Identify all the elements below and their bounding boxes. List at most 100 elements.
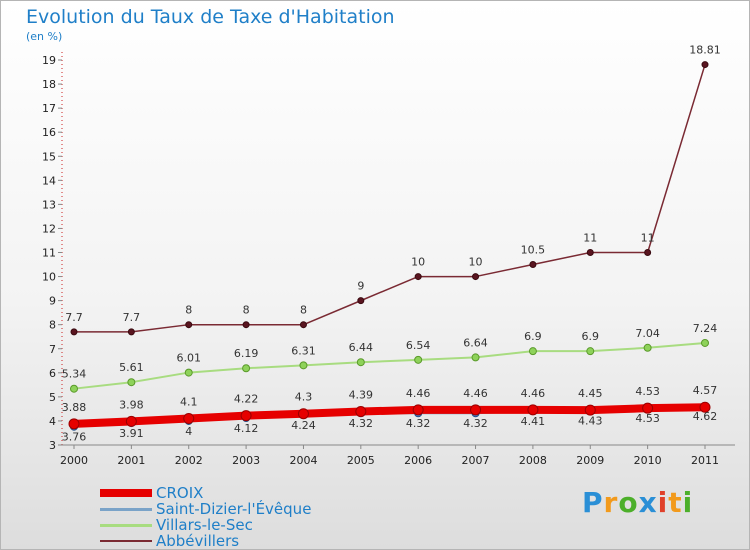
- logo-letter: t: [668, 486, 683, 519]
- data-point: [70, 328, 78, 336]
- y-tick-label: 15: [42, 150, 56, 163]
- data-point: [471, 353, 480, 362]
- series-line-2: [73, 341, 706, 390]
- data-point: [414, 355, 423, 364]
- data-label: 9: [357, 280, 364, 293]
- data-point: [185, 321, 193, 329]
- x-tick-label: 2002: [175, 454, 203, 467]
- legend-item: Villars-le-Sec: [100, 516, 311, 534]
- y-tick-label: 11: [42, 247, 56, 260]
- y-tick-label: 19: [42, 54, 56, 67]
- data-point: [127, 378, 136, 387]
- series-points: [68, 61, 711, 431]
- data-point: [642, 402, 654, 414]
- x-tick-label: 2006: [404, 454, 432, 467]
- data-label: 6.01: [176, 352, 201, 365]
- legend-label: Saint-Dizier-l'Évêque: [156, 500, 312, 518]
- y-tick-label: 10: [42, 271, 56, 284]
- legend-item: Abbévillers: [100, 532, 311, 550]
- logo-letter: o: [618, 486, 639, 519]
- data-point: [644, 249, 652, 256]
- y-tick-label: 9: [49, 295, 56, 308]
- series-line-3: [73, 63, 706, 333]
- x-tick-label: 2007: [462, 454, 490, 467]
- data-label: 4.53: [635, 385, 660, 398]
- x-tick-label: 2004: [289, 454, 317, 467]
- data-label: 8: [300, 304, 307, 317]
- data-point: [70, 384, 78, 393]
- y-tick-label: 14: [42, 174, 56, 187]
- y-tick-label: 17: [42, 102, 56, 115]
- legend-label: Villars-le-Sec: [156, 516, 253, 534]
- y-tick-label: 6: [49, 367, 56, 380]
- data-label: 4.62: [693, 410, 718, 423]
- x-tick-label: 2003: [232, 454, 260, 467]
- legend-swatch: [100, 489, 152, 497]
- data-point: [355, 406, 367, 418]
- legend-swatch: [100, 540, 152, 542]
- data-point: [299, 321, 307, 329]
- logo-letter: x: [638, 486, 658, 519]
- data-label: 8: [243, 304, 250, 317]
- data-point: [701, 61, 709, 69]
- data-point: [242, 321, 250, 329]
- data-label: 4.22: [234, 393, 259, 406]
- data-point: [242, 364, 251, 373]
- data-label: 7.24: [693, 322, 718, 335]
- y-tick-label: 13: [42, 198, 56, 211]
- y-tick-label: 8: [49, 319, 56, 332]
- data-label: 10: [411, 256, 425, 269]
- data-point: [412, 404, 424, 416]
- data-label: 4.32: [406, 417, 431, 430]
- data-point: [240, 410, 252, 422]
- data-point: [127, 328, 135, 336]
- x-tick-label: 2008: [519, 454, 547, 467]
- data-label: 7.7: [65, 311, 83, 324]
- chart-title: Evolution du Taux de Taxe d'Habitation: [26, 6, 395, 28]
- data-point: [414, 273, 422, 281]
- data-label: 4.45: [578, 387, 603, 400]
- y-tick-label: 16: [42, 126, 56, 139]
- data-point: [472, 273, 480, 281]
- data-label: 6.54: [406, 339, 431, 352]
- unit-label: (en %): [26, 30, 63, 43]
- data-point: [356, 358, 365, 367]
- y-tick-label: 3: [49, 439, 56, 452]
- data-point: [584, 404, 596, 416]
- legend-swatch: [100, 523, 152, 527]
- data-label: 5.34: [62, 368, 87, 381]
- data-label: 6.44: [349, 341, 374, 354]
- data-label: 4.53: [635, 412, 660, 425]
- data-label: 7.7: [123, 311, 141, 324]
- y-tick-label: 5: [49, 391, 56, 404]
- y-tick-label: 4: [49, 415, 56, 428]
- legend-swatch: [100, 507, 152, 511]
- data-point: [299, 361, 308, 370]
- data-point: [125, 415, 137, 427]
- data-label: 7.04: [635, 327, 660, 340]
- data-label: 4.32: [349, 417, 374, 430]
- data-point: [586, 347, 595, 356]
- data-label: 6.9: [582, 330, 600, 343]
- data-point: [586, 249, 594, 256]
- x-tick-label: 2000: [60, 454, 88, 467]
- data-label: 6.19: [234, 347, 259, 360]
- data-label: 6.31: [291, 344, 316, 357]
- legend-item: CROIX: [100, 484, 311, 502]
- data-label: 4.24: [291, 419, 316, 432]
- data-label: 3.76: [62, 431, 87, 444]
- data-labels: 3.88 3.98 4.1 4.22 4.3 4.39 4.46 4.46 4.46 4.45 4.…: [62, 44, 721, 444]
- data-label: 18.81: [689, 44, 721, 57]
- data-label: 4.39: [349, 389, 374, 402]
- data-point: [527, 404, 539, 416]
- data-label: 10.5: [521, 244, 546, 257]
- data-label: 4.1: [180, 396, 198, 409]
- data-label: 4.41: [521, 415, 546, 428]
- data-label: 4.32: [463, 417, 488, 430]
- y-tick-label: 12: [42, 222, 56, 235]
- data-label: 10: [469, 256, 483, 269]
- data-point: [699, 401, 711, 413]
- data-label: 8: [185, 304, 192, 317]
